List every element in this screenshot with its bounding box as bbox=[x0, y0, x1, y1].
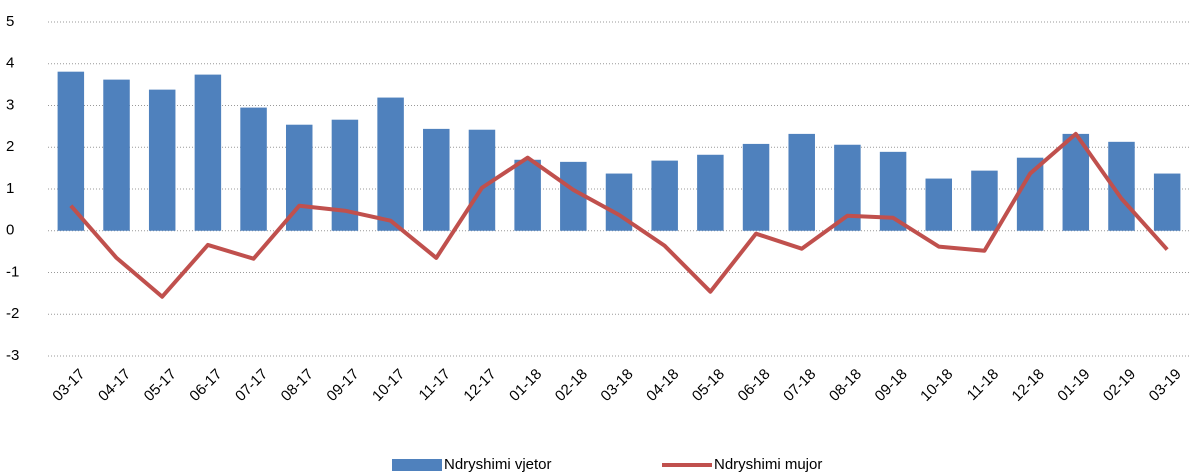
bar bbox=[57, 71, 85, 231]
x-tick-label: 05-17 bbox=[141, 366, 180, 405]
y-tick-label: -1 bbox=[6, 263, 19, 280]
y-tick-label: 3 bbox=[6, 96, 14, 113]
x-tick-label: 10-17 bbox=[369, 366, 408, 405]
y-tick-label: 4 bbox=[6, 55, 14, 72]
x-tick-label: 03-19 bbox=[1146, 366, 1185, 405]
x-tick-label: 04-17 bbox=[95, 366, 134, 405]
x-tick-label: 09-17 bbox=[323, 366, 362, 405]
x-tick-label: 01-19 bbox=[1054, 366, 1093, 405]
x-tick-label: 12-18 bbox=[1009, 366, 1048, 405]
y-tick-label: 1 bbox=[6, 180, 14, 197]
x-tick-label: 09-18 bbox=[872, 366, 911, 405]
bar bbox=[1153, 173, 1181, 231]
bar bbox=[1062, 133, 1090, 231]
bar bbox=[148, 89, 176, 231]
bar bbox=[377, 97, 404, 231]
bar bbox=[423, 128, 450, 231]
bar bbox=[788, 133, 815, 231]
bar bbox=[651, 160, 678, 231]
legend-swatch bbox=[392, 459, 442, 471]
x-tick-label: 06-18 bbox=[735, 366, 774, 405]
x-tick-label: 12-17 bbox=[460, 366, 499, 405]
bar bbox=[240, 107, 267, 231]
x-tick-label: 11-17 bbox=[416, 366, 454, 404]
bar bbox=[925, 178, 953, 231]
y-tick-label: -2 bbox=[6, 305, 19, 322]
x-tick-label: 07-17 bbox=[232, 366, 271, 405]
x-tick-label: 03-18 bbox=[597, 366, 636, 405]
bar bbox=[697, 154, 724, 231]
bar bbox=[1016, 157, 1044, 231]
x-tick-label: 08-17 bbox=[278, 366, 317, 405]
x-tick-label: 11-18 bbox=[964, 366, 1002, 404]
x-tick-label: 02-18 bbox=[552, 366, 591, 405]
x-tick-label: 10-18 bbox=[917, 366, 956, 405]
x-tick-label: 07-18 bbox=[780, 366, 819, 405]
x-tick-label: 02-19 bbox=[1100, 366, 1139, 405]
y-tick-label: 2 bbox=[6, 138, 14, 155]
y-tick-label: 5 bbox=[6, 13, 14, 30]
bar bbox=[103, 79, 130, 231]
x-tick-label: 04-18 bbox=[643, 366, 682, 405]
legend-label: Ndryshimi mujor bbox=[714, 456, 822, 473]
legend-label: Ndryshimi vjetor bbox=[444, 456, 552, 473]
y-tick-label: 0 bbox=[6, 222, 14, 239]
y-tick-label: -3 bbox=[6, 347, 19, 364]
x-tick-label: 08-18 bbox=[826, 366, 865, 405]
x-tick-label: 05-18 bbox=[689, 366, 728, 405]
bar bbox=[514, 159, 541, 231]
bar bbox=[971, 170, 998, 231]
x-tick-label: 01-18 bbox=[506, 366, 545, 405]
bar bbox=[742, 143, 770, 231]
x-tick-label: 03-17 bbox=[49, 366, 88, 405]
bar bbox=[194, 74, 222, 231]
line bbox=[69, 131, 1169, 299]
x-tick-label: 06-17 bbox=[186, 366, 225, 405]
